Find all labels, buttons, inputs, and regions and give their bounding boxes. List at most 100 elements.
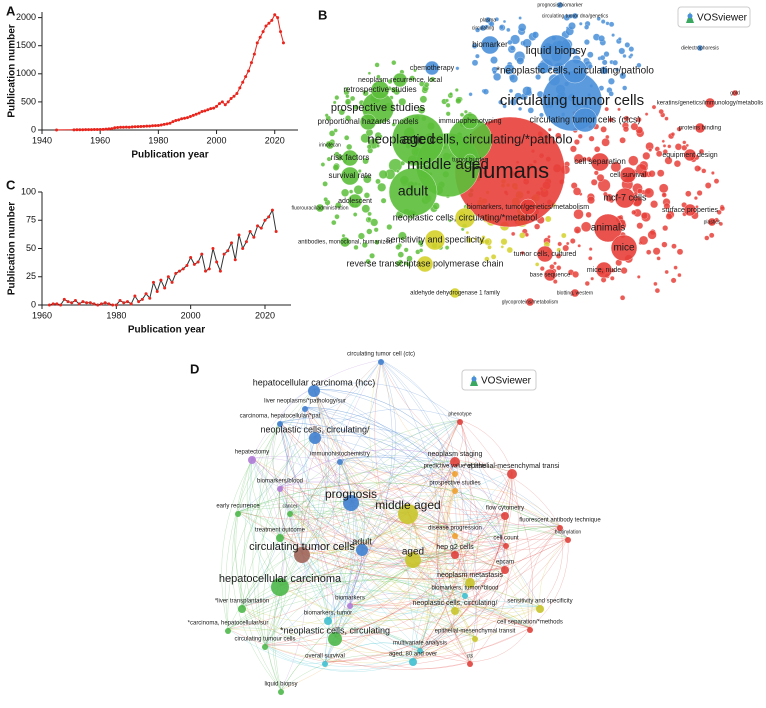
data-point — [113, 126, 117, 130]
network-node — [344, 135, 350, 141]
network-node — [454, 207, 476, 229]
network-link — [334, 543, 507, 638]
network-node — [466, 236, 473, 244]
network-node — [468, 92, 473, 97]
network-link — [251, 457, 456, 492]
network-node — [502, 104, 507, 109]
data-point — [200, 252, 204, 256]
network-node — [603, 51, 610, 58]
data-point — [155, 289, 159, 293]
network-node — [573, 139, 580, 145]
network-link — [339, 459, 421, 650]
network-node — [328, 130, 336, 137]
node-label: circulating tumor cells — [249, 541, 355, 553]
network-link — [289, 500, 456, 535]
network-node — [352, 212, 358, 217]
data-point — [279, 30, 283, 34]
network-node — [603, 191, 608, 197]
network-link — [350, 419, 461, 502]
network-link — [314, 435, 506, 569]
network-link — [304, 406, 409, 513]
network-link — [237, 500, 506, 569]
network-link — [241, 419, 461, 608]
node-label: aged — [401, 131, 434, 148]
node-label: biomarkers — [335, 596, 365, 602]
network-node — [562, 58, 588, 84]
node-label: neoplasm staging — [428, 451, 483, 458]
network-link — [273, 459, 341, 691]
data-point — [238, 86, 242, 90]
x-tick-label: 1960 — [90, 135, 110, 145]
node-label: glycoproteins/metabolism — [502, 299, 558, 305]
network-node — [654, 287, 661, 294]
network-link — [339, 459, 507, 545]
network-node — [590, 152, 610, 172]
watermark: VOSviewer — [697, 13, 748, 24]
network-link — [361, 471, 456, 549]
data-point — [244, 240, 248, 244]
y-tick-label: 50 — [26, 243, 36, 253]
network-link — [279, 535, 329, 620]
network-node — [424, 60, 440, 76]
network-node — [573, 226, 582, 234]
data-point — [95, 128, 99, 132]
network-link — [272, 421, 291, 513]
network-node — [451, 551, 459, 559]
network-link — [506, 471, 541, 608]
network-node — [670, 132, 676, 137]
network-node — [398, 504, 418, 524]
network-node — [500, 245, 504, 249]
network-node — [696, 44, 704, 52]
network-node — [527, 107, 534, 114]
network-link — [241, 552, 303, 608]
data-point — [183, 116, 187, 120]
network-link — [412, 459, 464, 661]
network-node — [323, 197, 329, 202]
network-link — [301, 552, 414, 661]
network-node — [484, 16, 492, 24]
network-link — [279, 486, 414, 559]
network-node — [535, 262, 540, 267]
network-link — [264, 500, 352, 646]
data-point — [165, 122, 169, 126]
network-link — [361, 359, 397, 549]
y-tick-label: 25 — [26, 271, 36, 281]
network-node — [568, 22, 576, 30]
network-link — [251, 457, 336, 638]
network-node — [353, 244, 359, 250]
network-node — [444, 245, 450, 250]
network-link — [289, 511, 471, 663]
network-node — [693, 196, 698, 201]
network-node — [619, 137, 626, 144]
network-node — [628, 155, 639, 166]
network-node — [673, 265, 678, 270]
network-link — [279, 421, 507, 545]
node-label: plasma — [480, 17, 496, 23]
data-point — [159, 123, 163, 127]
y-axis-title: Publication number — [7, 24, 18, 117]
network-link — [289, 511, 466, 595]
network-link — [279, 584, 541, 630]
network-node — [655, 150, 663, 158]
network-link — [227, 577, 541, 630]
x-tick-label: 2020 — [265, 135, 285, 145]
data-point — [215, 260, 219, 264]
data-point — [153, 124, 157, 128]
network-link — [304, 406, 341, 461]
network-node — [475, 53, 480, 59]
network-link — [279, 486, 293, 586]
network-node — [479, 24, 487, 32]
network-node — [506, 27, 511, 33]
node-label: disease progression — [428, 526, 482, 532]
network-link — [313, 388, 456, 461]
node-label: circulating tumor cells — [500, 92, 644, 109]
network-link — [361, 488, 456, 549]
network-node — [315, 203, 325, 213]
network-node — [593, 170, 599, 176]
network-node — [392, 72, 408, 88]
network-node — [448, 92, 453, 97]
data-point — [124, 125, 128, 129]
network-link — [419, 513, 506, 650]
network-node — [593, 213, 623, 243]
